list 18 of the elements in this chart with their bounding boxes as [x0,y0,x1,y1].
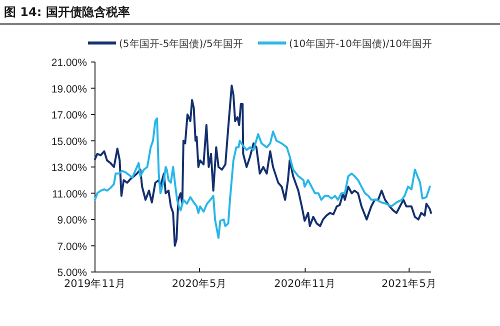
y-tick-label: 11.00% [52,188,87,200]
chart-title: 图 14: 国开债隐含税率 [4,5,130,19]
legend-label: (5年国开-5年国债)/5年国开 [119,38,243,50]
line-series [94,84,432,247]
y-tick-label: 21.00% [51,57,87,69]
y-tick-label: 9.00% [57,214,87,226]
y-tick-label: 13.00% [51,162,87,174]
x-tick-label: 2019年11月 [64,278,126,290]
y-tick-label: 5.00% [57,267,87,279]
y-tick-label: 17.00% [51,110,87,122]
x-tick-label: 2020年11月 [274,278,336,290]
x-tick-label: 2020年5月 [172,278,228,290]
y-tick-label: 15.00% [51,136,87,148]
y-tick-label: 7.00% [57,240,87,253]
y-tick-label: 19.00% [51,83,87,96]
line-series [94,117,431,239]
x-tick-label: 2021年5月 [381,278,437,290]
legend-label: (10年国开-10年国债)/10年国开 [289,38,432,50]
